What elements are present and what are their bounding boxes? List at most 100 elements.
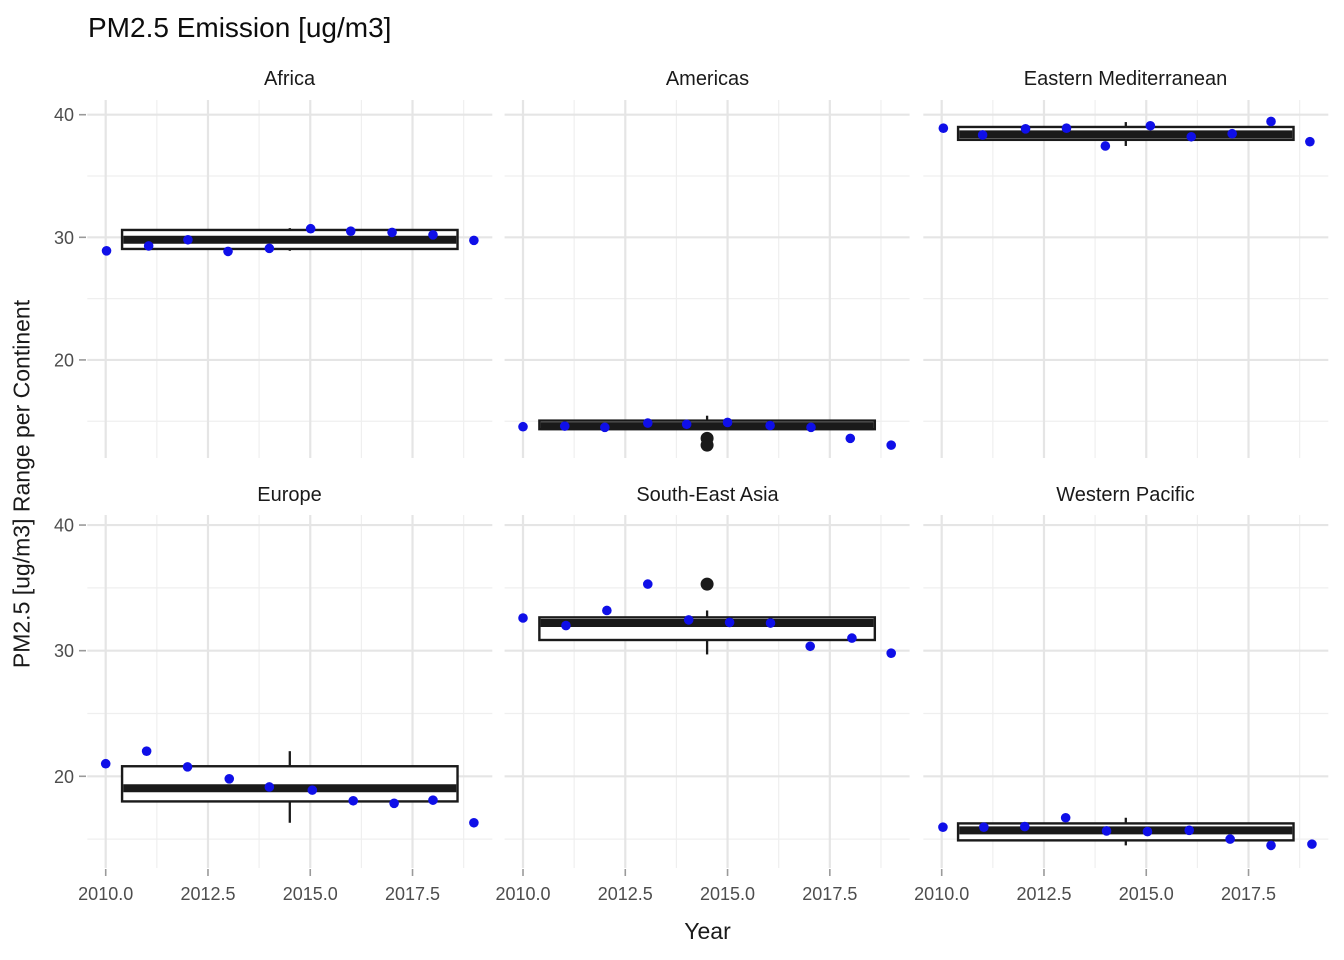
data-point xyxy=(979,822,989,832)
data-point xyxy=(1266,840,1276,851)
facet-title-americas: Americas xyxy=(665,68,750,90)
data-point xyxy=(1019,821,1030,832)
jitter-points xyxy=(938,812,1317,851)
gridlines xyxy=(504,100,910,458)
data-point xyxy=(1101,826,1112,836)
data-point xyxy=(224,774,235,784)
x-tick-label: 2012.5 xyxy=(1016,884,1071,904)
jitter-points xyxy=(101,223,479,257)
facet-title-western-pacific: Western Pacific xyxy=(1056,484,1195,506)
data-point xyxy=(977,130,988,140)
data-point xyxy=(469,817,479,828)
data-point xyxy=(722,417,733,428)
jitter-points xyxy=(100,746,479,828)
jitter-points xyxy=(938,116,1315,151)
data-point xyxy=(1307,839,1317,849)
data-point xyxy=(182,762,193,772)
data-point xyxy=(428,230,438,240)
data-point xyxy=(847,633,857,643)
panel-americas xyxy=(504,100,910,458)
panel-south-east-asia xyxy=(504,515,910,868)
data-point xyxy=(1227,128,1237,139)
data-point xyxy=(642,579,653,589)
data-point xyxy=(938,822,948,832)
data-point xyxy=(765,618,776,628)
data-point xyxy=(642,418,653,428)
data-point xyxy=(141,746,152,756)
data-point xyxy=(1060,812,1071,823)
y-axis-title: PM2.5 [ug/m3] Range per Continent xyxy=(8,299,35,669)
panel-africa xyxy=(87,100,493,458)
data-point xyxy=(428,795,438,805)
data-point xyxy=(681,419,692,430)
boxplot xyxy=(538,415,877,452)
data-point xyxy=(183,234,193,245)
data-point xyxy=(805,641,815,652)
data-point xyxy=(886,648,896,658)
boxplot xyxy=(956,817,1295,846)
x-tick-label: 2017.5 xyxy=(1221,884,1276,904)
x-tick-label: 2010.0 xyxy=(495,884,550,904)
data-point xyxy=(886,440,896,450)
data-point xyxy=(307,785,318,795)
x-tick-label: 2012.5 xyxy=(598,884,653,904)
data-point xyxy=(305,223,316,234)
jitter-points xyxy=(518,417,896,450)
data-point xyxy=(1061,123,1072,133)
x-tick-label: 2015.0 xyxy=(700,884,755,904)
data-point xyxy=(806,422,816,433)
data-point xyxy=(1184,825,1195,836)
outlier-point xyxy=(700,577,714,591)
x-tick-label: 2017.5 xyxy=(802,884,857,904)
data-point xyxy=(518,421,528,432)
x-tick-label: 2012.5 xyxy=(180,884,235,904)
box-iqr xyxy=(120,765,459,803)
data-point xyxy=(387,227,397,238)
x-tick-label: 2017.5 xyxy=(385,884,440,904)
data-point xyxy=(1145,120,1156,131)
data-point xyxy=(518,613,528,623)
data-point xyxy=(100,758,111,769)
facet-title-eastern-mediterranean: Eastern Mediterranean xyxy=(1023,68,1228,90)
y-tick-label: 20 xyxy=(54,350,74,370)
boxplot xyxy=(120,751,459,823)
panel-eastern-mediterranean xyxy=(923,100,1329,458)
data-point xyxy=(1100,141,1111,151)
y-tick-label: 20 xyxy=(54,767,74,787)
gridlines xyxy=(923,100,1329,458)
data-point xyxy=(938,123,949,133)
data-point xyxy=(765,420,775,431)
data-point xyxy=(264,782,275,792)
x-tick-label: 2015.0 xyxy=(283,884,338,904)
data-point xyxy=(845,433,856,444)
facet-title-africa: Africa xyxy=(263,68,316,90)
data-point xyxy=(348,795,359,806)
y-tick-label: 40 xyxy=(54,516,74,536)
data-point xyxy=(600,422,610,433)
data-point xyxy=(1142,826,1153,837)
boxplot xyxy=(956,122,1295,146)
data-point xyxy=(469,235,479,246)
data-point xyxy=(101,246,112,256)
data-point xyxy=(1305,136,1315,147)
data-point xyxy=(1186,131,1197,142)
data-point xyxy=(223,246,233,257)
boxplot xyxy=(120,228,459,251)
facet-title-south-east-asia: South-East Asia xyxy=(636,484,779,506)
gridlines xyxy=(87,100,493,458)
y-tick-label: 30 xyxy=(54,641,74,661)
gridlines xyxy=(504,515,910,868)
data-point xyxy=(345,226,356,236)
y-tick-label: 30 xyxy=(54,228,74,248)
panel-western-pacific xyxy=(923,515,1329,868)
x-tick-label: 2010.0 xyxy=(914,884,969,904)
x-axis-title: Year xyxy=(684,918,731,944)
data-point xyxy=(264,243,275,254)
data-point xyxy=(724,617,735,628)
data-point xyxy=(683,615,694,625)
data-point xyxy=(1020,124,1031,134)
y-tick-label: 40 xyxy=(54,105,74,125)
data-point xyxy=(602,605,612,616)
